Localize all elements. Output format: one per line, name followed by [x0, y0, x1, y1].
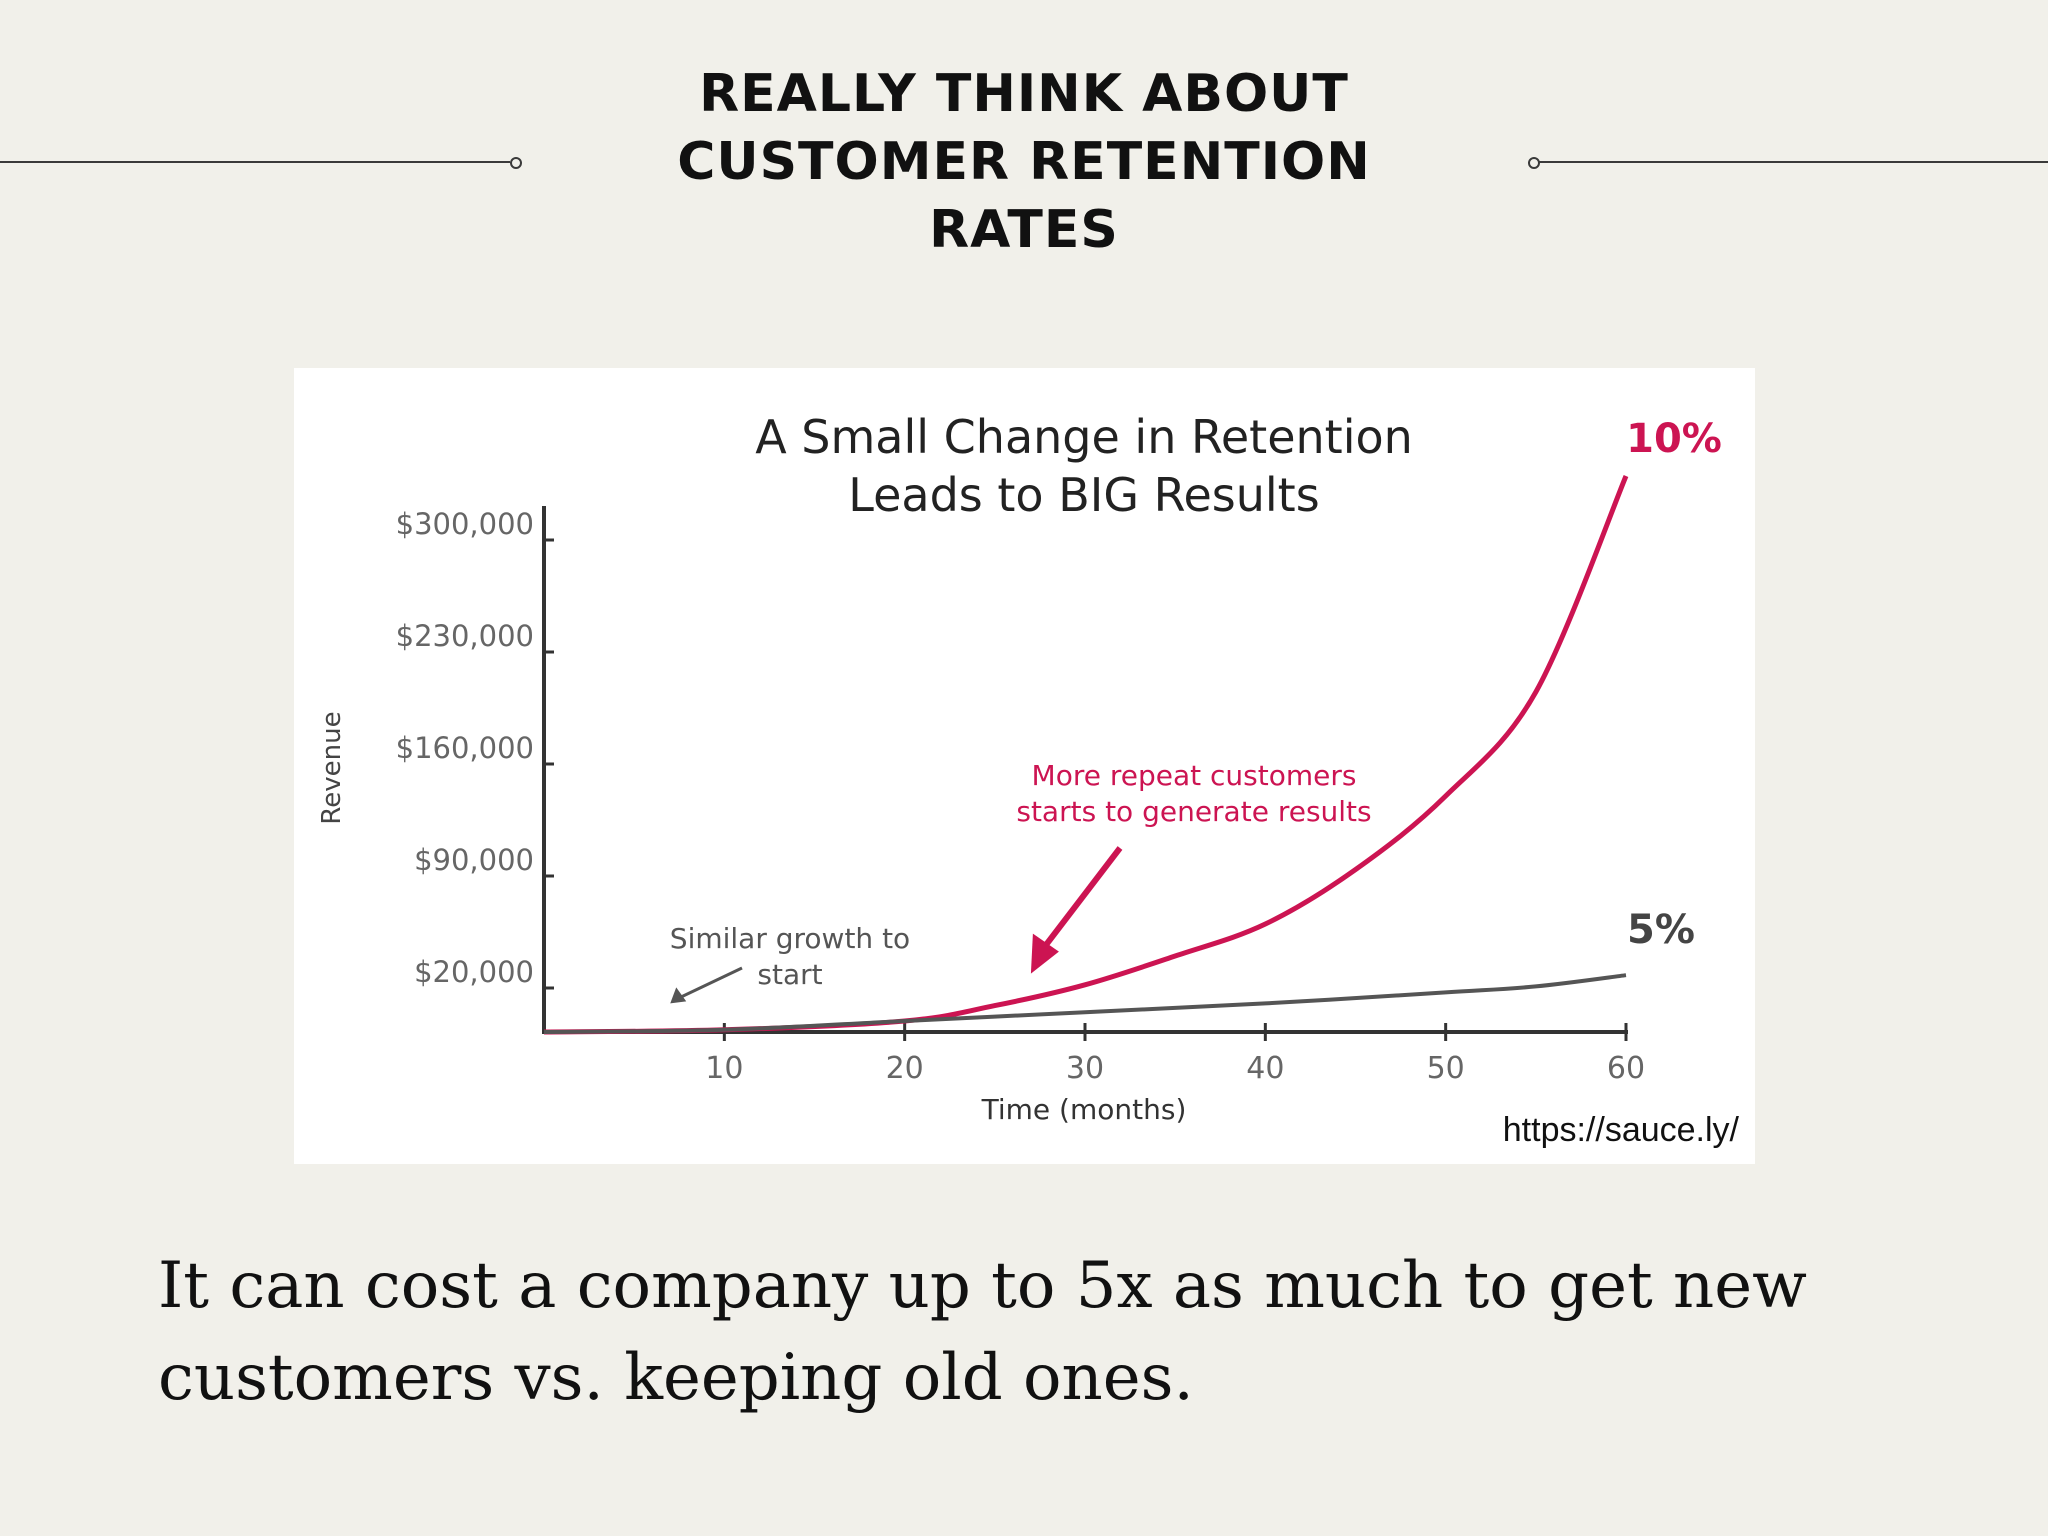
- chart-title-line: Leads to BIG Results: [848, 468, 1319, 522]
- x-axis-label: Time (months): [981, 1093, 1187, 1126]
- y-tick-label: $90,000: [414, 843, 534, 877]
- annotation-arrowhead-gray: [670, 987, 687, 1004]
- x-tick-label: 10: [705, 1051, 743, 1086]
- slide-title: REALLY THINK ABOUT CUSTOMER RETENTION RA…: [677, 64, 1371, 260]
- y-tick-label: $160,000: [396, 731, 534, 765]
- y-tick-label: $20,000: [414, 955, 534, 989]
- y-axis-label: Revenue: [317, 711, 347, 824]
- annotation-repeat-customers: starts to generate results: [1016, 795, 1371, 828]
- chart-title-line: A Small Change in Retention: [755, 410, 1413, 464]
- x-tick-label: 20: [886, 1051, 924, 1086]
- body-text: It can cost a company up to 5x as much t…: [158, 1249, 1807, 1415]
- annotation-arrow-gray: [679, 966, 743, 999]
- x-tick-label: 30: [1066, 1051, 1104, 1086]
- x-tick-label: 60: [1607, 1051, 1645, 1086]
- annotation-repeat-customers: More repeat customers: [1032, 759, 1357, 792]
- chart-panel: A Small Change in Retention Leads to BIG …: [294, 368, 1755, 1164]
- series-label-5pct: 5%: [1627, 907, 1695, 953]
- annotation-similar-growth: start: [757, 958, 822, 991]
- series-label-10pct: 10%: [1626, 416, 1722, 462]
- series-line-5%: [543, 973, 1627, 1034]
- annotation-arrowhead-red: [1030, 933, 1059, 974]
- y-tick-label: $300,000: [396, 507, 534, 541]
- divider-dot-right: [1528, 157, 1540, 169]
- x-tick-label: 50: [1427, 1051, 1465, 1086]
- annotation-similar-growth: Similar growth to: [670, 922, 910, 955]
- y-tick-label: $230,000: [396, 619, 534, 653]
- source-link[interactable]: https://sauce.ly/: [1502, 1111, 1739, 1149]
- annotation-arrow-red: [1038, 846, 1123, 954]
- title-divider-left: [0, 161, 510, 163]
- x-tick-label: 40: [1246, 1051, 1284, 1086]
- title-divider-right: [1538, 161, 2048, 163]
- divider-dot-left: [510, 157, 522, 169]
